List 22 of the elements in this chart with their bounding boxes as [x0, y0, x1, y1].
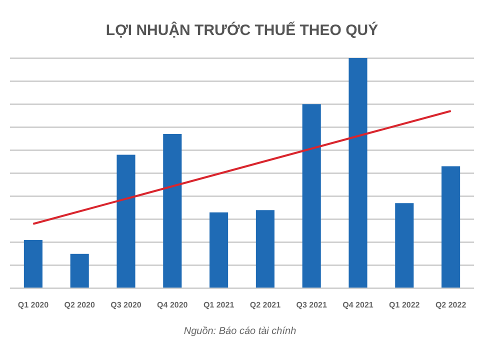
bar [116, 154, 136, 288]
x-tick-label: Q1 2020 [18, 300, 50, 310]
bar [256, 210, 274, 288]
bar [442, 166, 460, 288]
x-tick-label: Q1 2022 [389, 300, 420, 310]
x-tick-label: Q2 2020 [64, 300, 96, 310]
x-tick-label: Q2 2022 [435, 300, 467, 310]
bar [210, 212, 228, 288]
text: Nguồn: Báo cáo tài chính [182, 326, 298, 337]
bar [395, 203, 414, 288]
bar [163, 134, 182, 288]
x-tick-label: Q2 2021 [250, 300, 282, 310]
x-tick-label: Q3 2021 [296, 300, 328, 310]
bar [70, 254, 89, 288]
chart-title: LỢI NHUẬN TRƯỚC THUẾ THEO QUÝ [106, 21, 378, 40]
x-tick-label: Q1 2021 [203, 300, 235, 310]
bar [348, 58, 368, 288]
x-tick-label: Q4 2020 [157, 300, 188, 310]
x-tick-label: Q4 2021 [342, 300, 374, 310]
x-tick-label: Q3 2020 [110, 300, 142, 310]
bar [24, 240, 42, 288]
bar [302, 104, 321, 288]
